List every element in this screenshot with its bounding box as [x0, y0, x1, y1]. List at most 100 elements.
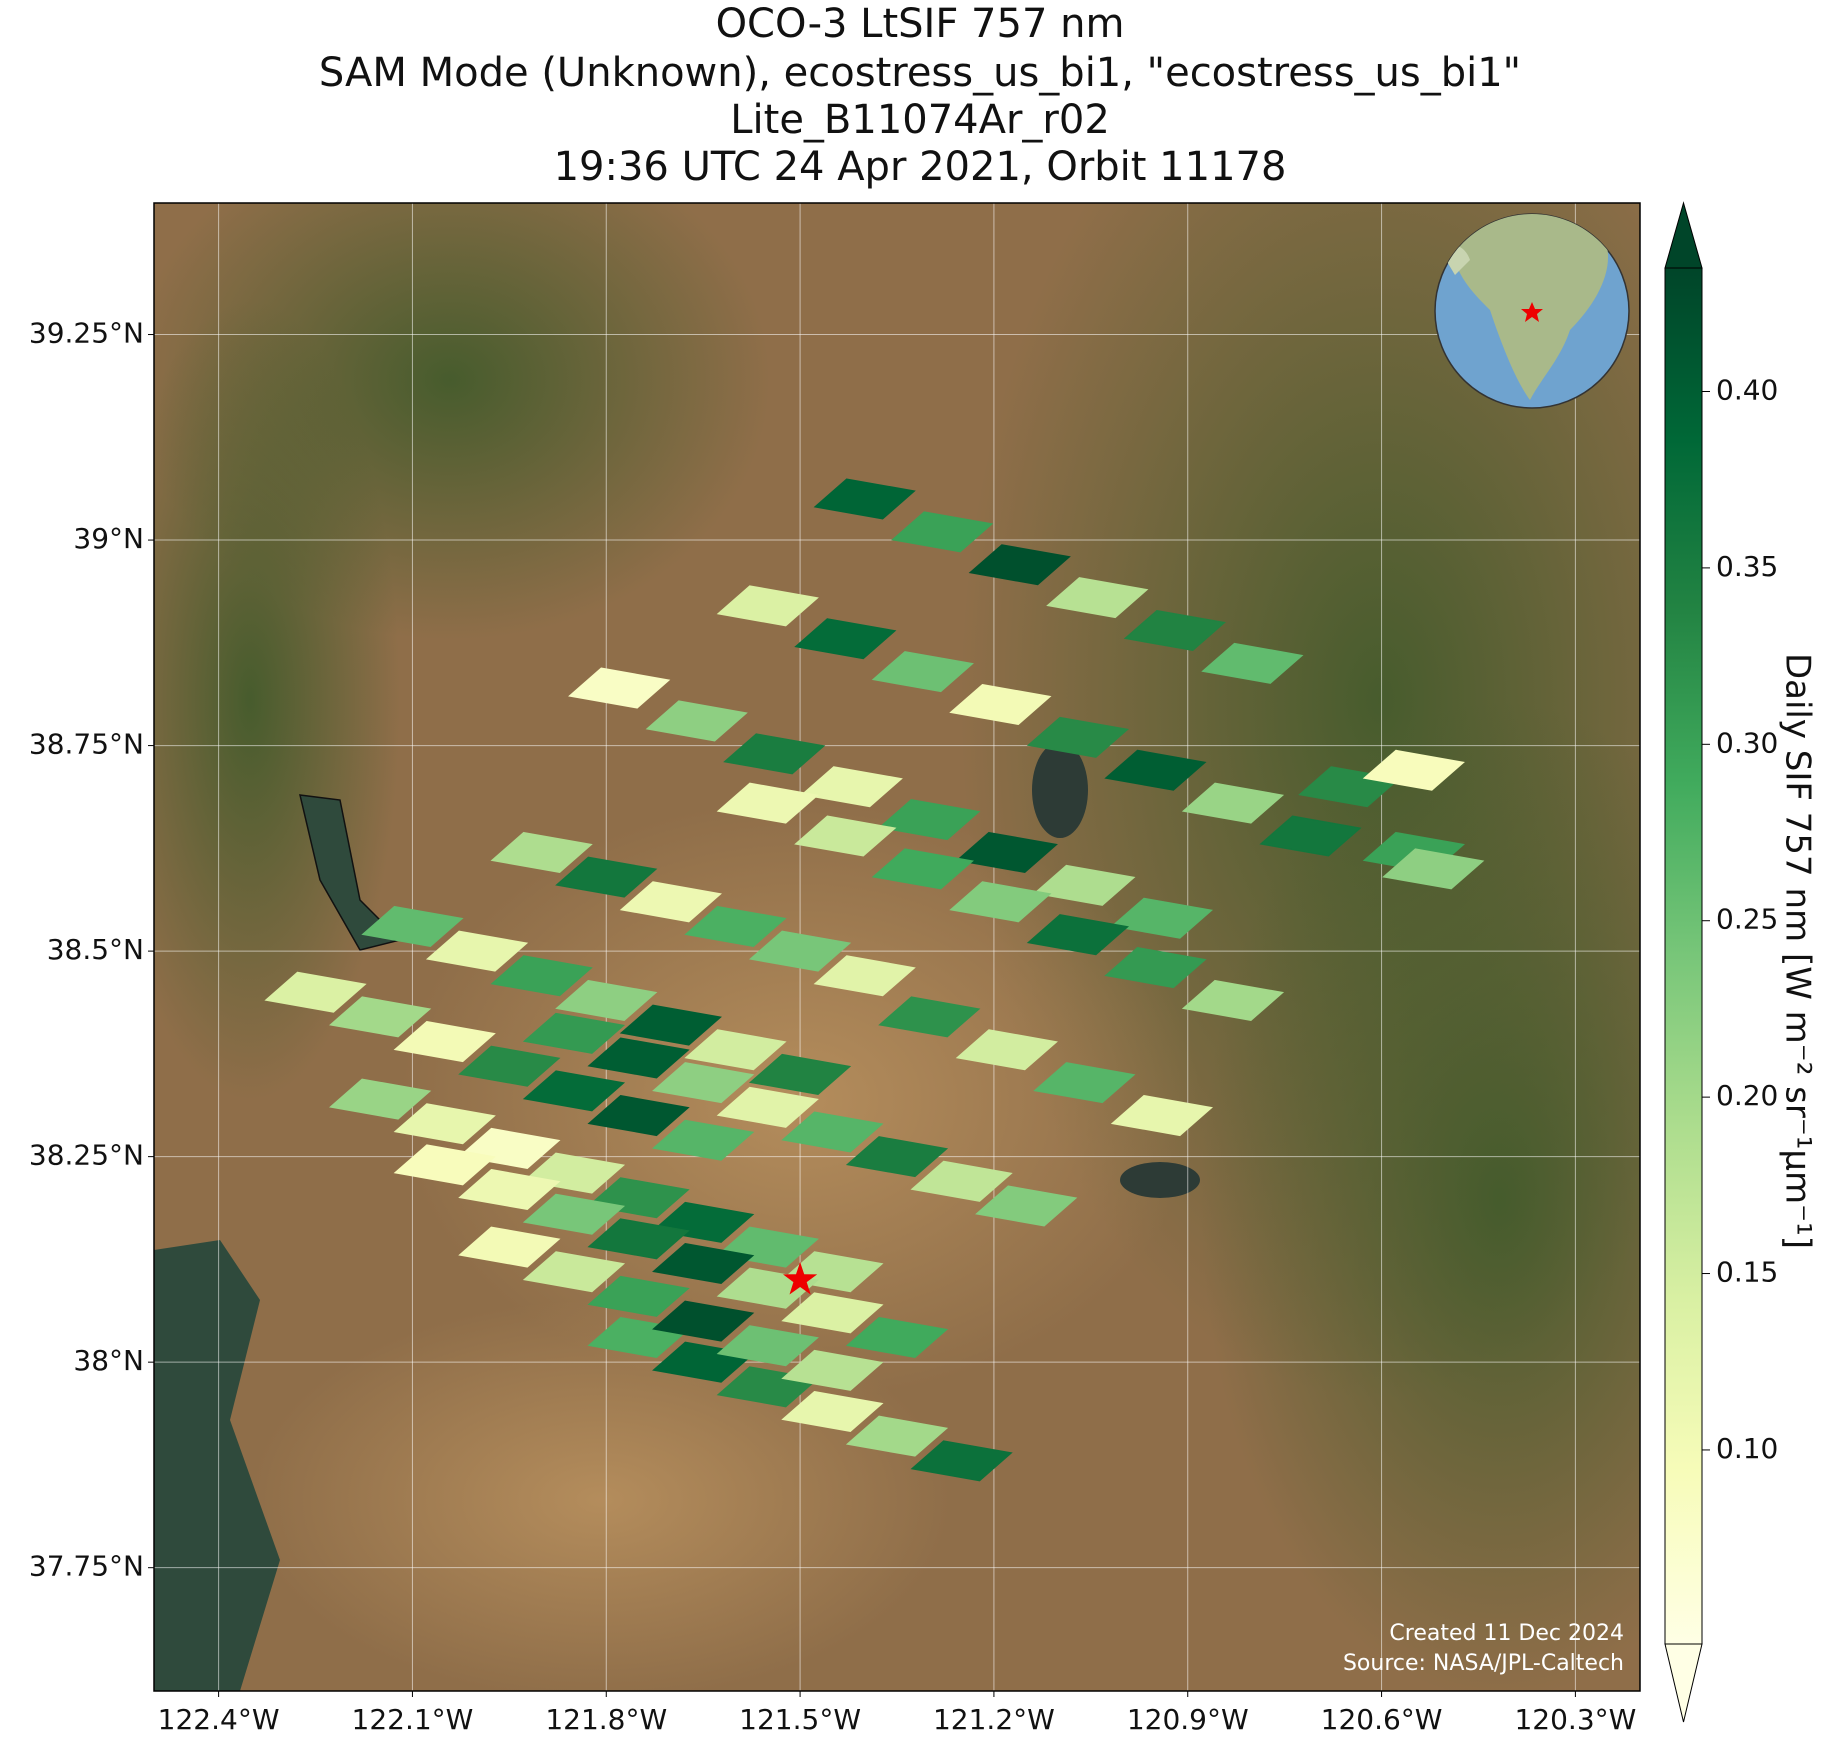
x-tick-label: 121.5°W — [739, 1703, 861, 1736]
sounding — [1110, 1094, 1214, 1137]
sounding — [555, 856, 658, 898]
sounding — [522, 1070, 626, 1112]
sounding — [587, 1218, 690, 1260]
soundings — [264, 478, 1485, 1482]
sounding — [781, 1292, 884, 1334]
sounding — [361, 905, 464, 947]
sounding — [1259, 815, 1362, 857]
title-line: 19:36 UTC 24 Apr 2021, Orbit 11178 — [554, 144, 1287, 190]
x-tick-label: 122.4°W — [158, 1703, 280, 1736]
sounding — [587, 1275, 690, 1317]
sounding — [716, 1086, 819, 1128]
sounding — [1201, 642, 1304, 684]
sounding — [955, 1029, 1058, 1071]
sounding — [1123, 609, 1226, 652]
x-tick-label: 120.3°W — [1514, 1703, 1636, 1736]
x-tick-label: 120.9°W — [1127, 1703, 1249, 1736]
y-tick-label: 37.75°N — [29, 1550, 144, 1583]
sounding — [458, 1045, 561, 1087]
x-tick-label: 120.6°W — [1321, 1703, 1443, 1736]
x-tick-label: 121.8°W — [545, 1703, 667, 1736]
sounding — [1104, 947, 1207, 989]
sounding — [684, 905, 787, 947]
sounding — [1181, 782, 1285, 824]
colorbar-label: Daily SIF 757 nm [W m⁻² sr⁻¹μm⁻¹] — [1778, 653, 1818, 1249]
y-tick-label: 39.25°N — [29, 317, 144, 350]
sounding — [716, 1325, 819, 1367]
sounding — [910, 1160, 1013, 1202]
colorbar-tick-label: 0.10 — [1716, 1432, 1778, 1465]
sounding — [684, 1029, 787, 1071]
sounding — [458, 1168, 561, 1211]
sounding — [845, 1136, 949, 1178]
y-tick-label: 38.25°N — [29, 1139, 144, 1172]
sounding — [619, 881, 722, 923]
sounding — [1104, 749, 1207, 791]
sounding — [1026, 716, 1130, 758]
sounding — [800, 766, 903, 808]
sounding — [393, 1021, 496, 1063]
colorbar-extend-max — [1664, 201, 1703, 269]
sounding — [845, 1415, 949, 1457]
sounding — [891, 511, 994, 553]
sounding — [845, 1316, 949, 1359]
sounding — [813, 955, 916, 997]
sounding — [645, 700, 748, 742]
colorbar-tick-label: 0.20 — [1716, 1079, 1778, 1112]
colorbar-extend-min — [1664, 1643, 1703, 1723]
sounding — [968, 544, 1071, 586]
credit: Source: NASA/JPL-Caltech — [1343, 1651, 1624, 1676]
sounding — [794, 815, 897, 857]
map-frame — [153, 202, 1641, 1692]
y-tick-label: 38.5°N — [47, 933, 144, 966]
title-line: Lite_B11074Ar_r02 — [730, 97, 1110, 143]
sounding — [522, 1251, 626, 1293]
sounding — [794, 618, 897, 660]
sounding — [264, 971, 367, 1013]
sounding — [781, 1111, 884, 1153]
title-line: OCO-3 LtSIF 757 nm — [716, 1, 1125, 47]
sounding — [652, 1300, 755, 1342]
sounding — [568, 667, 671, 709]
sounding — [949, 683, 1052, 726]
x-tick-label: 121.2°W — [933, 1703, 1055, 1736]
sounding — [555, 979, 658, 1021]
y-tick-label: 38°N — [73, 1344, 144, 1377]
sounding — [393, 1103, 496, 1145]
credit: Created 11 Dec 2024 — [1389, 1621, 1624, 1646]
sounding — [490, 831, 593, 873]
y-tick-label: 38.75°N — [29, 728, 144, 761]
sounding — [587, 1037, 690, 1079]
sounding — [878, 799, 981, 841]
sounding — [329, 996, 432, 1038]
sounding — [813, 478, 916, 520]
sounding — [1362, 749, 1465, 791]
sounding — [490, 955, 593, 997]
sounding — [652, 1242, 755, 1285]
sounding — [652, 1119, 755, 1161]
sounding — [1181, 979, 1285, 1021]
sounding — [781, 1349, 884, 1391]
sounding — [1033, 1062, 1136, 1104]
title-line: SAM Mode (Unknown), ecostress_us_bi1, "e… — [319, 50, 1521, 96]
sounding — [781, 1390, 884, 1433]
sounding — [425, 930, 529, 972]
sounding — [878, 996, 981, 1038]
sounding — [871, 848, 974, 890]
sounding — [522, 1193, 626, 1235]
sounding — [748, 930, 852, 972]
sounding — [1110, 897, 1214, 939]
colorbar-frame — [1664, 267, 1703, 1645]
sounding — [910, 1440, 1013, 1482]
colorbar-tick-label: 0.25 — [1716, 903, 1778, 936]
sounding — [975, 1185, 1078, 1227]
sounding — [716, 782, 819, 824]
colorbar-tick-label: 0.40 — [1716, 373, 1778, 406]
sounding — [1382, 848, 1485, 890]
sounding — [587, 1094, 690, 1137]
colorbar-tick-label: 0.35 — [1716, 550, 1778, 583]
sounding — [716, 585, 819, 627]
sounding — [522, 1012, 626, 1054]
colorbar-tick-label: 0.15 — [1716, 1256, 1778, 1289]
